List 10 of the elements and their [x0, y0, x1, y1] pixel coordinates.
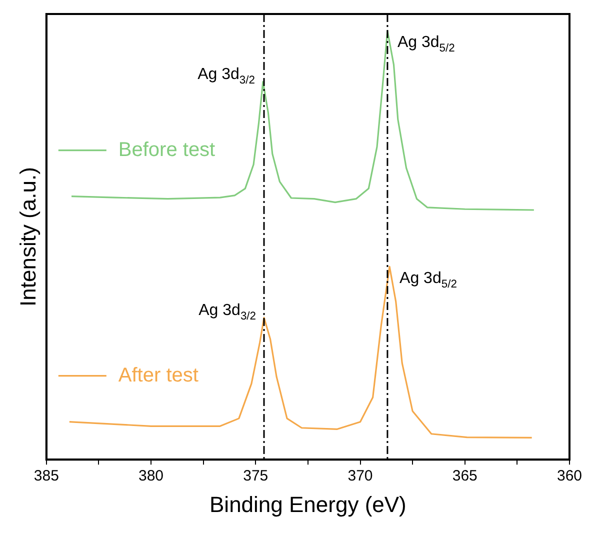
- x-tick-label: 370: [348, 468, 373, 485]
- x-tick-label: 380: [138, 468, 164, 485]
- x-tick-label: 385: [34, 468, 59, 485]
- legend-label: Before test: [118, 138, 216, 161]
- y-axis-title: Intensity (a.u.): [15, 167, 40, 306]
- legend-label: After test: [118, 364, 199, 386]
- x-tick-label: 365: [452, 468, 478, 485]
- x-axis-title: Binding Energy (eV): [210, 492, 406, 517]
- x-tick-label: 375: [243, 468, 268, 485]
- x-tick-label: 360: [556, 468, 582, 485]
